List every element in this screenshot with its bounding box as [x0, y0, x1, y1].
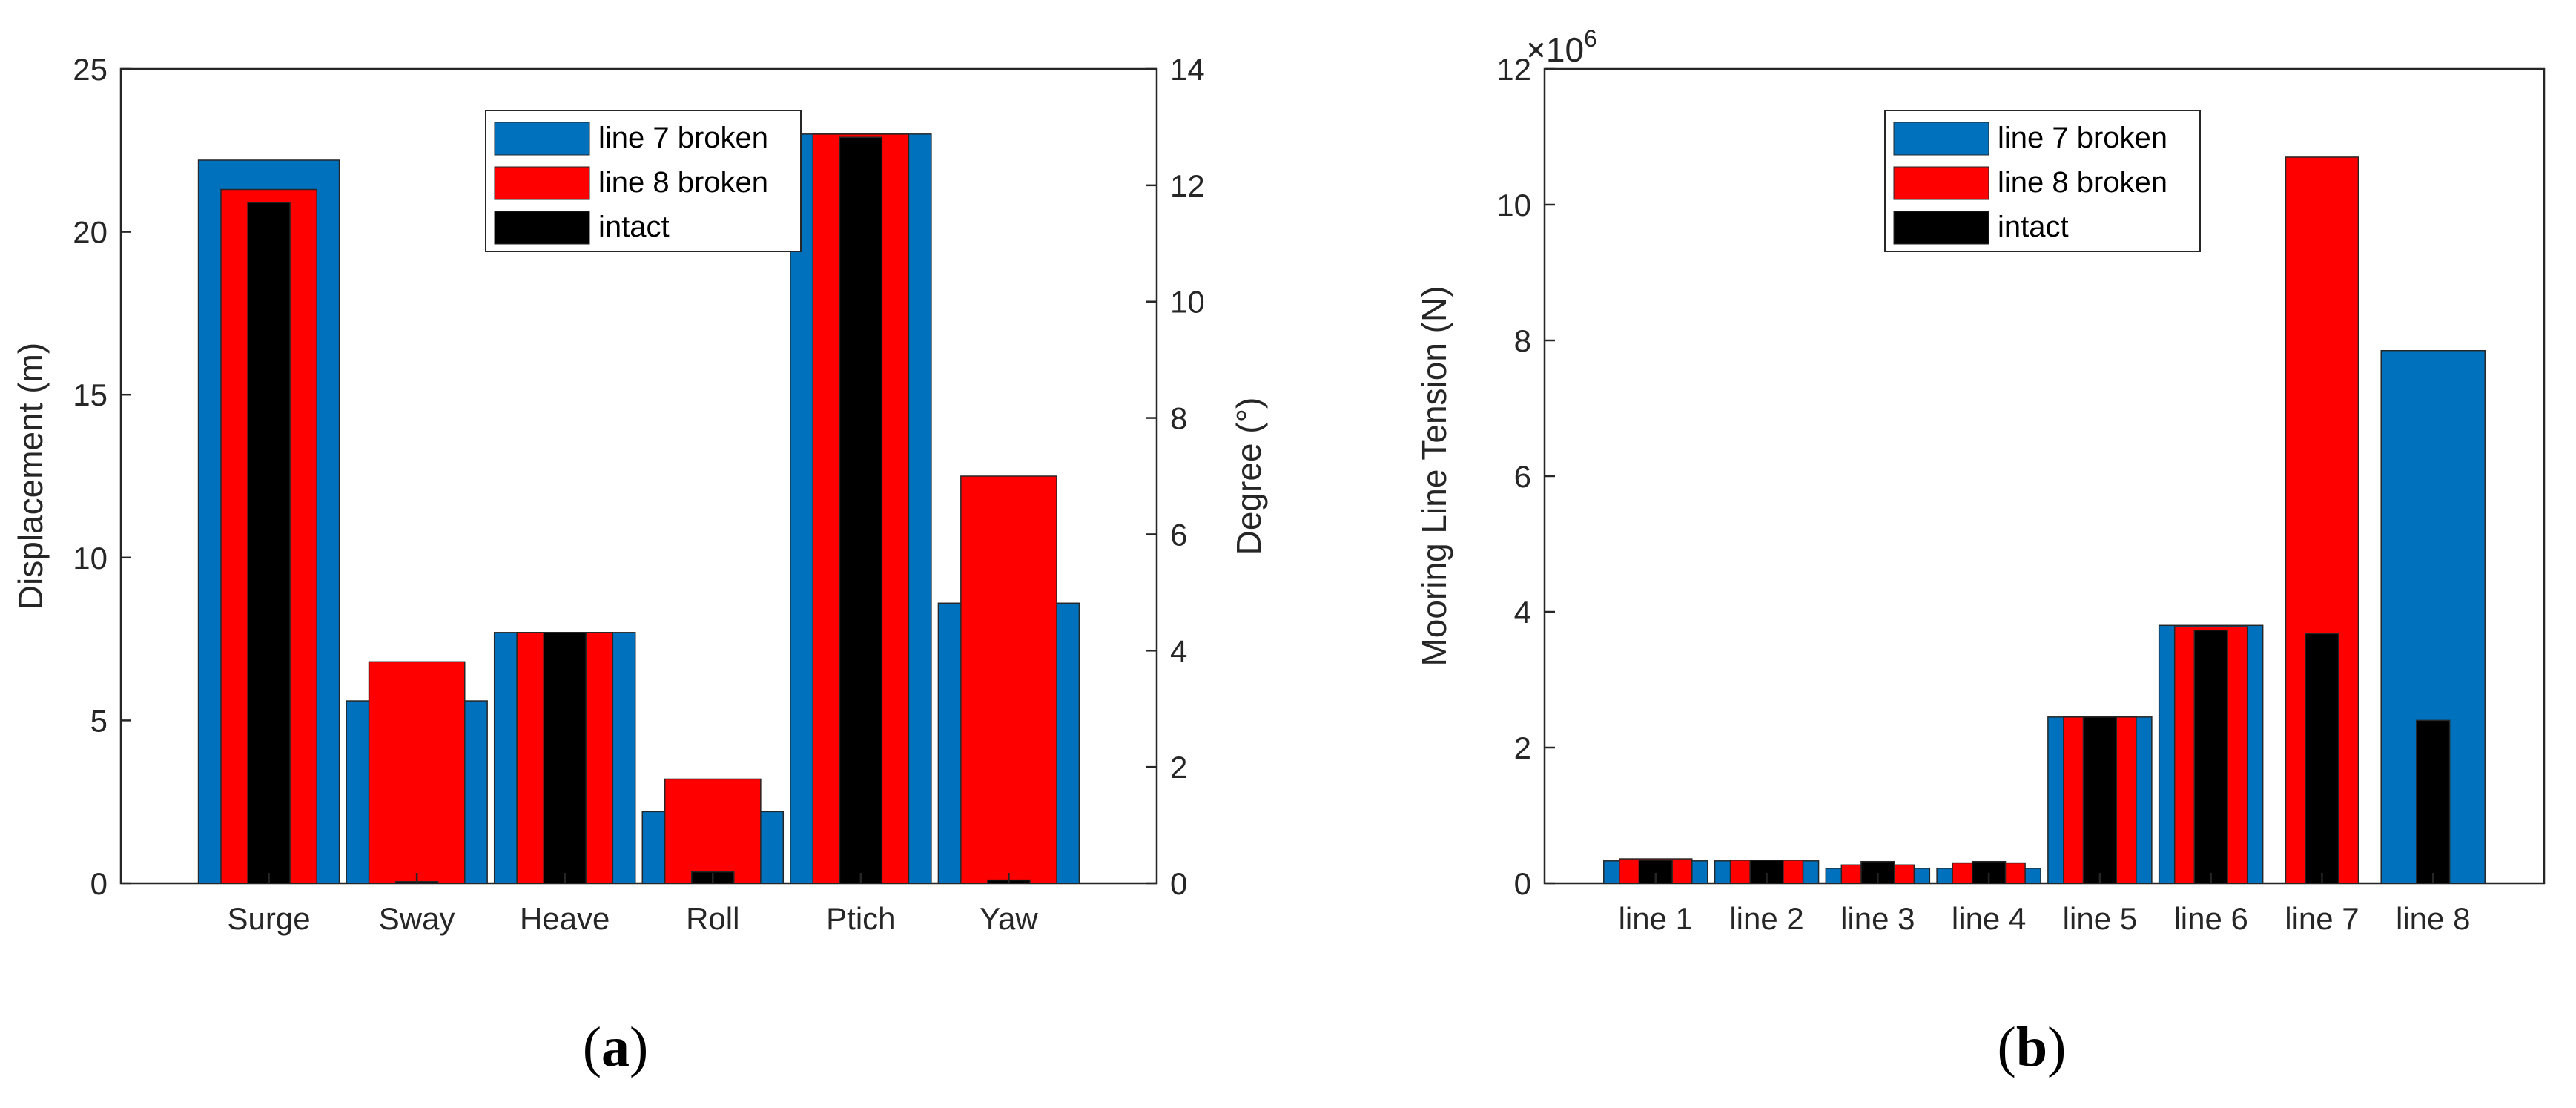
chart-b-y-axis-label: Mooring Line Tension (N) [1415, 286, 1453, 666]
bar-intact-line-5 [2082, 716, 2118, 884]
chart-a-right-y-axis: 0 2 4 6 8 10 12 14 [1146, 52, 1205, 901]
legend-swatch-line-8-broken [494, 166, 590, 200]
chart-b-x-axis: line 1 line 2 line 3 line 4 line 5 line 6 line… [1619, 873, 2470, 936]
x-tick-label-line-4: line 4 [1952, 901, 2026, 936]
x-tick-label-line-1: line 1 [1619, 901, 1693, 936]
y-tick-label: 25 [73, 52, 108, 87]
legend-label-line-8-broken: line 8 broken [598, 166, 768, 199]
y2-tick-label: 14 [1170, 52, 1205, 87]
bar-intact-surge [247, 202, 291, 884]
chart-panel-a: 0 5 10 15 20 25 0 2 4 6 8 10 12 14 Surge Sway Heave Rol… [11, 52, 1268, 1078]
y-tick-label: 12 [1496, 52, 1531, 87]
chart-b-exponent-label: ×106 [1526, 25, 1597, 69]
y2-tick-label: 8 [1170, 401, 1187, 436]
chart-a-left-y-axis: 0 5 10 15 20 25 [73, 52, 131, 901]
y-tick-label: 10 [1496, 188, 1531, 222]
chart-b-y-axis: 0 2 4 6 8 10 12 [1496, 52, 1555, 901]
caption-close-paren: ) [630, 1016, 648, 1078]
x-tick-label-heave: Heave [520, 901, 610, 936]
y2-tick-label: 2 [1170, 750, 1187, 785]
x-tick-label-line-3: line 3 [1840, 901, 1915, 936]
legend-swatch-line-7-broken [494, 122, 590, 156]
y2-tick-label: 6 [1170, 517, 1187, 552]
bar-intact-heave [543, 632, 587, 884]
legend-swatch-line-8-broken [1893, 166, 1989, 200]
y-tick-label: 0 [1514, 866, 1531, 901]
legend-label-intact: intact [598, 211, 670, 243]
y-tick-label: 6 [1514, 459, 1531, 494]
y-tick-label: 5 [90, 703, 108, 738]
bar-intact-line-6 [2193, 629, 2228, 884]
panel-a-caption: (a) [583, 1016, 649, 1078]
y-tick-label: 2 [1514, 731, 1531, 765]
y-tick-label: 8 [1514, 323, 1531, 358]
legend-swatch-intact [1893, 211, 1989, 245]
x-tick-label-surge: Surge [228, 901, 311, 936]
x-tick-label-line-6: line 6 [2173, 901, 2248, 936]
y-tick-label: 15 [73, 377, 108, 412]
y-tick-label: 4 [1514, 595, 1531, 630]
y2-tick-label: 4 [1170, 633, 1187, 668]
x-tick-label-line-7: line 7 [2285, 901, 2359, 936]
y-tick-label: 10 [73, 541, 108, 576]
legend-swatch-intact [494, 211, 590, 245]
y2-tick-label: 12 [1170, 168, 1205, 203]
legend-label-intact: intact [1998, 211, 2069, 243]
legend-swatch-line-7-broken [1893, 122, 1989, 156]
x-tick-label-ptich: Ptich [826, 901, 895, 936]
y-tick-label: 20 [73, 215, 108, 250]
caption-letter: b [2016, 1016, 2047, 1078]
x-tick-label-line-5: line 5 [2063, 901, 2137, 936]
caption-open-paren: ( [1998, 1016, 2016, 1078]
bar-intact-line-8 [2416, 719, 2451, 884]
caption-open-paren: ( [583, 1016, 601, 1078]
chart-a-right-y-axis-label: Degree (°) [1229, 398, 1268, 555]
legend-label-line-8-broken: line 8 broken [1998, 166, 2167, 199]
bar-line-8-broken-roll [664, 778, 762, 884]
x-tick-label-yaw: Yaw [980, 901, 1038, 936]
legend-label-line-7-broken: line 7 broken [1998, 122, 2167, 154]
bar-intact-line-7 [2305, 633, 2339, 884]
bar-intact-ptich [839, 136, 883, 884]
x-tick-label-line-8: line 8 [2396, 901, 2470, 936]
caption-letter: a [601, 1016, 630, 1078]
panel-b-caption: (b) [1998, 1016, 2067, 1078]
y2-tick-label: 10 [1170, 285, 1205, 320]
bar-line-8-broken-sway [368, 661, 466, 884]
x-tick-label-roll: Roll [686, 901, 739, 936]
caption-close-paren: ) [2047, 1016, 2066, 1078]
x-tick-label-line-2: line 2 [1729, 901, 1803, 936]
chart-panel-b: 0 2 4 6 8 10 12 line 1 line 2 line 3 line 4 line 5… [1415, 25, 2546, 1078]
chart-a-bars [197, 133, 1080, 884]
chart-a-legend: line 7 broken line 8 broken intact [485, 110, 802, 252]
y2-tick-label: 0 [1170, 866, 1187, 901]
exponent-power: 6 [1584, 25, 1597, 52]
chart-a-x-axis: Surge Sway Heave Roll Ptich Yaw [228, 873, 1038, 936]
x-tick-label-sway: Sway [379, 901, 455, 936]
exponent-base: ×10 [1526, 30, 1584, 69]
bar-line-8-broken-yaw [960, 475, 1057, 884]
y-tick-label: 0 [90, 866, 108, 901]
chart-a-y-axis-label: Displacement (m) [11, 343, 50, 610]
chart-b-legend: line 7 broken line 8 broken intact [1884, 110, 2201, 252]
legend-label-line-7-broken: line 7 broken [598, 122, 768, 154]
